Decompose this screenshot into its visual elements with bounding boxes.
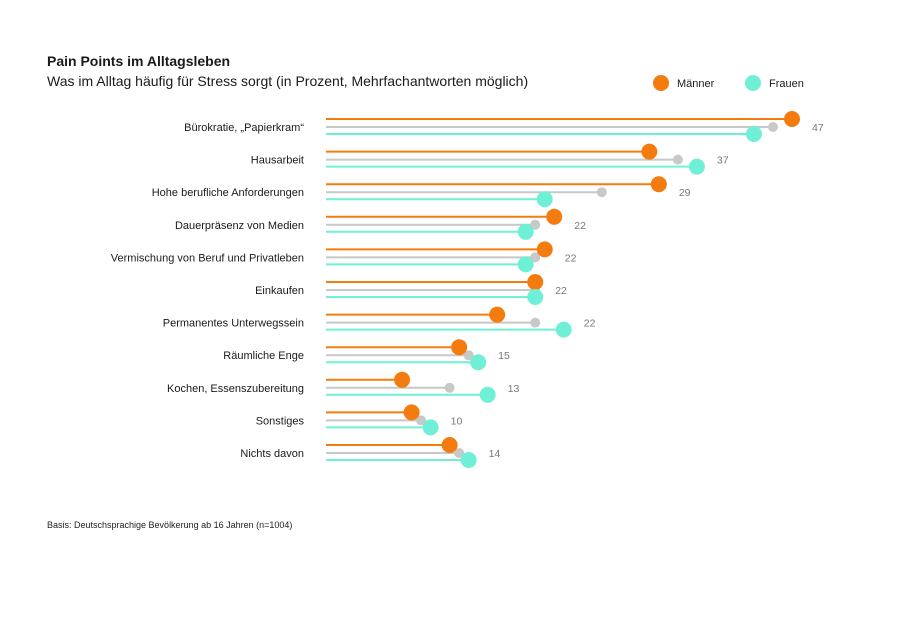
legend: Männer Frauen	[653, 75, 804, 91]
chart-row: Hohe berufliche Anforderungen 29	[152, 176, 691, 208]
category-label: Sonstiges	[256, 415, 305, 427]
value-label: 22	[584, 318, 596, 330]
gesamt-dot	[416, 415, 427, 426]
chart-subtitle: Was im Alltag häufig für Stress sorgt (i…	[47, 73, 529, 89]
value-label: 22	[555, 285, 567, 297]
maenner-dot	[536, 241, 553, 258]
value-label: 13	[508, 383, 520, 395]
gesamt-dot	[596, 187, 607, 198]
legend-frauen-dot	[745, 75, 761, 91]
value-label: 22	[565, 252, 577, 264]
maenner-dot	[451, 339, 468, 356]
gesamt-dot	[463, 350, 474, 361]
gesamt-dot	[444, 382, 455, 393]
frauen-dot	[527, 289, 544, 305]
frauen-dot	[517, 256, 534, 273]
gesamt-dot	[530, 317, 541, 328]
chart-row: Vermischung von Beruf und Privatleben 22	[111, 241, 577, 273]
value-label: 14	[489, 448, 501, 460]
maenner-dot	[403, 404, 420, 421]
gesamt-dot	[454, 448, 465, 458]
frauen-dot	[460, 452, 477, 468]
category-label: Permanentes Unterwegssein	[163, 318, 304, 330]
category-label: Vermischung von Beruf und Privatleben	[111, 252, 304, 264]
gesamt-dot	[530, 252, 541, 263]
chart-row: Einkaufen 22	[255, 274, 567, 305]
maenner-dot	[527, 274, 544, 290]
gesamt-dot	[767, 122, 778, 132]
category-label: Bürokratie, „Papierkram“	[184, 122, 304, 134]
maenner-dot	[546, 208, 563, 225]
legend-maenner-label: Männer	[677, 78, 715, 90]
frauen-dot	[745, 126, 762, 142]
chart-row: Räumliche Enge 15	[223, 339, 510, 371]
frauen-dot	[555, 321, 572, 338]
chart-row: Sonstiges 10	[256, 404, 463, 436]
legend-maenner-dot	[653, 75, 669, 91]
value-label: 37	[717, 155, 729, 167]
gesamt-dot	[672, 154, 683, 165]
frauen-dot	[422, 419, 439, 436]
value-label: 22	[574, 220, 586, 232]
frauen-dot	[688, 158, 705, 175]
maenner-dot	[784, 111, 800, 127]
gesamt-dot	[530, 219, 541, 230]
value-label: 29	[679, 187, 691, 199]
value-label: 15	[498, 350, 510, 362]
maenner-dot	[441, 437, 458, 453]
category-label: Räumliche Enge	[223, 350, 304, 362]
maenner-dot	[489, 306, 506, 323]
chart-rows: Bürokratie, „Papierkram“ 47 Hausarbeit 37 Ho…	[111, 111, 824, 468]
category-label: Nichts davon	[240, 448, 304, 460]
maenner-dot	[394, 371, 411, 388]
chart-row: Kochen, Essenszubereitung 13	[167, 371, 520, 403]
frauen-dot	[536, 191, 553, 208]
category-label: Hausarbeit	[251, 155, 304, 167]
value-label: 47	[812, 122, 824, 134]
source-note: Basis: Deutschsprachige Bevölkerung ab 1…	[47, 520, 293, 530]
chart-row: Dauerpräsenz von Medien 22	[175, 208, 586, 240]
chart-row: Nichts davon 14	[240, 437, 500, 468]
frauen-dot	[517, 223, 534, 240]
category-label: Kochen, Essenszubereitung	[167, 383, 304, 395]
chart-title: Pain Points im Alltagsleben	[47, 53, 231, 69]
legend-frauen-label: Frauen	[769, 78, 804, 90]
chart-row: Hausarbeit 37	[251, 143, 729, 175]
frauen-dot	[479, 386, 496, 403]
chart-row: Bürokratie, „Papierkram“ 47	[184, 111, 824, 142]
category-label: Dauerpräsenz von Medien	[175, 220, 304, 232]
value-label: 10	[451, 415, 463, 427]
category-label: Einkaufen	[255, 285, 304, 297]
maenner-dot	[641, 143, 658, 160]
category-label: Hohe berufliche Anforderungen	[152, 187, 304, 199]
maenner-dot	[650, 176, 667, 193]
chart-row: Permanentes Unterwegssein 22	[163, 306, 596, 338]
frauen-dot	[470, 354, 487, 371]
